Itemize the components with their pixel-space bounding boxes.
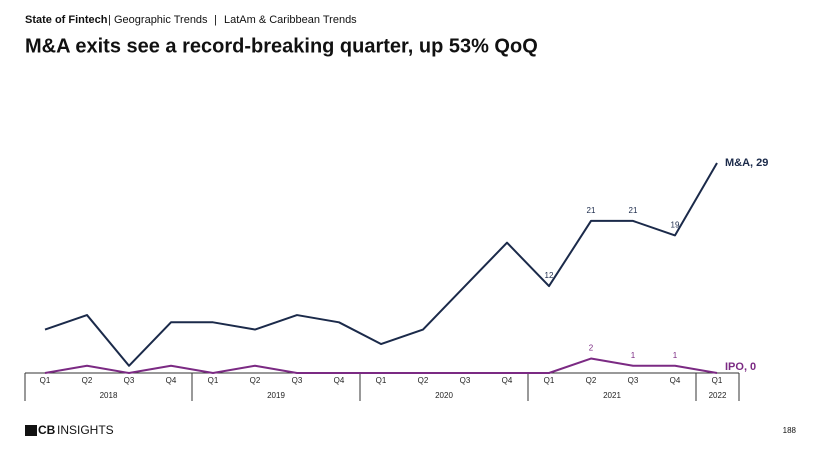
x-tick-label: Q1 bbox=[40, 376, 51, 385]
x-tick-label: Q3 bbox=[628, 376, 639, 385]
series-end-label: IPO, 0 bbox=[725, 361, 756, 373]
series-end-label: M&A, 29 bbox=[725, 157, 768, 169]
x-tick-label: Q1 bbox=[712, 376, 723, 385]
series-line bbox=[44, 357, 718, 374]
x-group-label: 2018 bbox=[100, 391, 118, 400]
x-group-label: 2019 bbox=[267, 391, 285, 400]
breadcrumb-main: State of Fintech bbox=[25, 14, 108, 26]
x-group-label: 2020 bbox=[435, 391, 453, 400]
breadcrumb-item: LatAm & Caribbean Trends bbox=[224, 14, 357, 26]
page-number: 188 bbox=[783, 426, 797, 435]
data-label: 21 bbox=[629, 206, 638, 215]
x-group-label: 2022 bbox=[709, 391, 727, 400]
x-tick-label: Q2 bbox=[250, 376, 261, 385]
x-tick-label: Q1 bbox=[376, 376, 387, 385]
x-tick-label: Q3 bbox=[292, 376, 303, 385]
breadcrumb-separator: | bbox=[214, 14, 217, 26]
x-tick-label: Q4 bbox=[502, 376, 513, 385]
chart-title: M&A exits see a record-breaking quarter,… bbox=[25, 35, 538, 57]
x-group-label: 2021 bbox=[603, 391, 621, 400]
x-tick-label: Q2 bbox=[418, 376, 429, 385]
x-tick-label: Q4 bbox=[670, 376, 681, 385]
breadcrumb-separator: | bbox=[108, 14, 111, 26]
x-tick-label: Q4 bbox=[334, 376, 345, 385]
x-tick-label: Q3 bbox=[460, 376, 471, 385]
logo-mark bbox=[25, 425, 37, 436]
data-label: 2 bbox=[589, 344, 594, 353]
x-tick-label: Q1 bbox=[208, 376, 219, 385]
x-tick-label: Q1 bbox=[544, 376, 555, 385]
data-label: 1 bbox=[631, 351, 636, 360]
data-label: 19 bbox=[671, 221, 680, 230]
x-tick-label: Q2 bbox=[82, 376, 93, 385]
data-label: 21 bbox=[587, 206, 596, 215]
x-tick-label: Q2 bbox=[586, 376, 597, 385]
data-label: 1 bbox=[673, 351, 678, 360]
x-tick-label: Q4 bbox=[166, 376, 177, 385]
data-label: 12 bbox=[545, 271, 554, 280]
logo-text: INSIGHTS bbox=[57, 423, 114, 437]
series-line bbox=[44, 162, 718, 367]
x-tick-label: Q3 bbox=[124, 376, 135, 385]
breadcrumb-item: Geographic Trends bbox=[114, 14, 208, 26]
logo-bold: CB bbox=[38, 423, 56, 437]
